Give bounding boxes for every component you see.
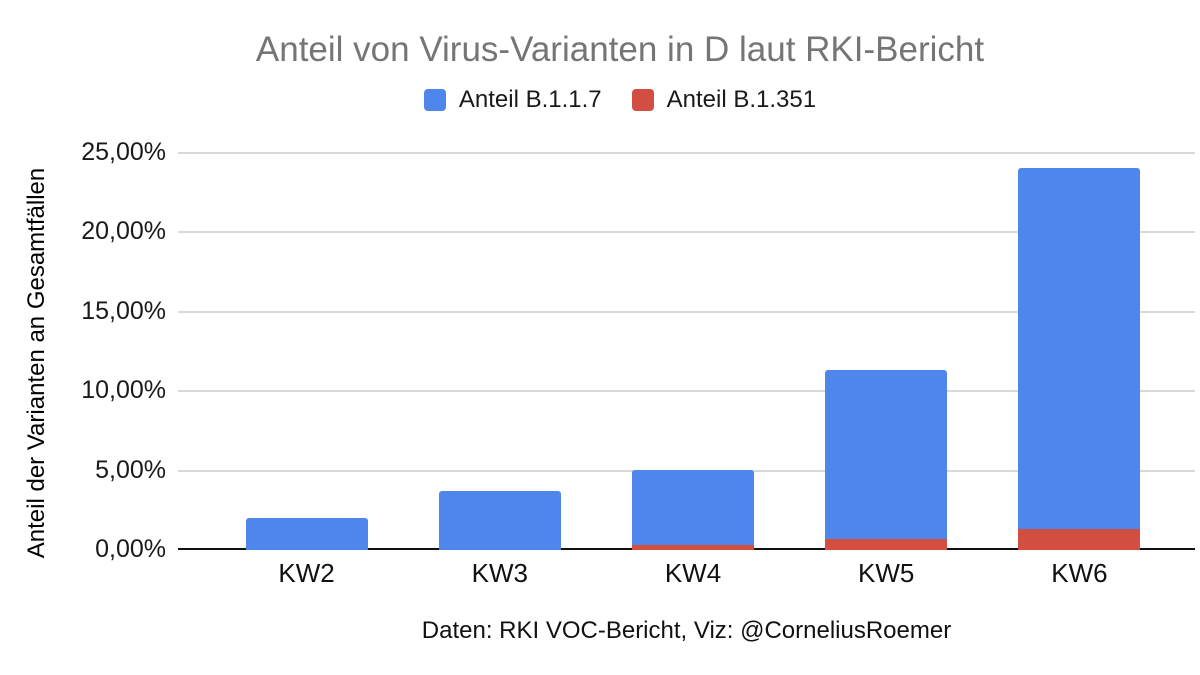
bar-slot-KW4	[596, 152, 789, 550]
bar-slot-KW6	[983, 152, 1176, 550]
stacked-bar-KW5	[825, 370, 948, 550]
chart-title: Anteil von Virus-Varianten in D laut RKI…	[255, 30, 985, 69]
bar-slot-KW5	[790, 152, 983, 550]
gridline-25pct	[178, 152, 1195, 154]
x-axis-label-KW2: KW2	[278, 558, 335, 588]
stacked-bar-KW3	[438, 491, 561, 550]
x-axis-label-KW3: KW3	[471, 558, 528, 588]
legend-item-b117: Anteil B.1.1.7	[423, 86, 602, 114]
bar-segment-KW5-Anteil-B.1.1.7	[825, 370, 948, 539]
source-note: Daten: RKI VOC-Bericht, Viz: @CorneliusR…	[421, 617, 952, 644]
y-tick-0: 0,00%	[95, 535, 166, 563]
legend-swatch-blue-icon	[423, 89, 446, 111]
legend: Anteil B.1.1.7 Anteil B.1.351	[40, 86, 1200, 114]
bar-segment-KW6-Anteil-B.1.1.7	[1018, 167, 1141, 530]
legend-swatch-red-icon	[631, 89, 654, 111]
bar-slot-KW2	[210, 152, 403, 550]
legend-label-b117: Anteil B.1.1.7	[458, 86, 602, 113]
y-tick-25: 25,00%	[81, 138, 166, 166]
bar-segment-KW4-Anteil-B.1.1.7	[632, 470, 754, 546]
plot-area	[178, 152, 1195, 550]
legend-label-b1351: Anteil B.1.351	[666, 86, 817, 113]
gridline-10pct	[178, 390, 1195, 392]
bar-segment-KW6-Anteil-B.1.351	[1018, 529, 1141, 550]
y-tick-15: 15,00%	[81, 297, 166, 325]
x-axis-label-KW6: KW6	[1051, 558, 1108, 588]
legend-item-b1351: Anteil B.1.351	[631, 86, 817, 114]
stacked-bar-KW2	[245, 518, 368, 550]
y-tick-20: 20,00%	[81, 217, 166, 245]
y-tick-5: 5,00%	[95, 456, 166, 484]
stacked-bar-KW4	[632, 470, 754, 550]
bar-segment-KW2-Anteil-B.1.1.7	[245, 518, 368, 550]
gridline-20pct	[178, 231, 1195, 233]
x-axis-label-KW4: KW4	[664, 558, 722, 588]
bars	[210, 152, 1176, 550]
bar-segment-KW4-Anteil-B.1.351	[632, 545, 754, 550]
gridline-15pct	[178, 311, 1195, 313]
stacked-bar-KW6	[1018, 167, 1141, 550]
x-axis-labels: KW2 KW3 KW4 KW5 KW6	[210, 558, 1176, 589]
bar-segment-KW3-Anteil-B.1.1.7	[438, 491, 561, 550]
y-tick-10: 10,00%	[81, 376, 166, 404]
y-axis-ticks: 25,00% 20,00% 15,00% 10,00% 5,00% 0,00%	[0, 0, 168, 675]
bar-segment-KW5-Anteil-B.1.351	[825, 538, 948, 550]
x-axis-label-KW5: KW5	[858, 558, 915, 588]
bar-slot-KW3	[403, 152, 596, 550]
